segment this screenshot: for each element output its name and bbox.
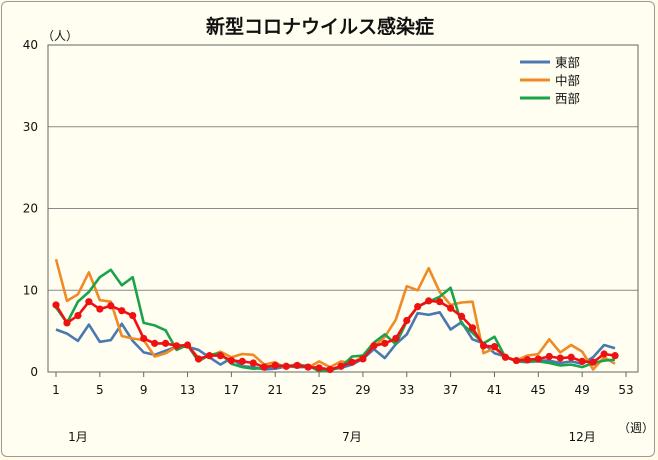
series-lines [54, 258, 616, 373]
y-tick-label: 20 [23, 202, 38, 216]
data-point [63, 319, 71, 327]
x-tick-label: 37 [443, 383, 458, 397]
series-line-1 [54, 258, 616, 371]
data-point [337, 362, 345, 370]
data-point [414, 303, 422, 311]
data-point [392, 334, 400, 343]
x-tick-label: 17 [224, 383, 239, 397]
data-point [534, 355, 542, 363]
data-point [457, 312, 466, 321]
data-point [381, 339, 389, 347]
series-line-3 [54, 299, 616, 371]
x-tick-label: 13 [180, 383, 195, 397]
data-point [370, 342, 378, 350]
data-point [425, 297, 433, 305]
legend-label: 西部 [555, 91, 580, 106]
x-tick-label: 41 [487, 383, 502, 397]
data-point [359, 355, 367, 363]
x-tick-label: 9 [140, 383, 148, 397]
x-tick-labels: 1 5 9 13 17 21 25 29 33 37 41 45 49 53 [52, 383, 633, 397]
data-point [74, 311, 82, 320]
data-point [227, 356, 235, 365]
data-point [447, 304, 455, 312]
data-point [216, 352, 225, 360]
x-tick-label: 53 [618, 383, 633, 397]
data-point [249, 359, 257, 367]
data-point [118, 307, 126, 315]
data-point [315, 364, 323, 372]
data-point [194, 355, 203, 363]
data-point [129, 311, 137, 320]
x-tick-label: 1 [52, 383, 60, 397]
data-point [589, 358, 597, 366]
data-point [238, 357, 246, 365]
data-point [578, 357, 586, 365]
month-label: 1月 [68, 430, 88, 444]
axes [47, 44, 639, 377]
data-point [151, 339, 159, 347]
x-tick-label: 33 [399, 383, 414, 397]
y-tick-label: 10 [23, 283, 38, 297]
data-point [567, 353, 575, 361]
data-point [556, 354, 564, 362]
data-point [326, 365, 334, 374]
y-tick-label: 30 [23, 120, 38, 134]
legend-label: 東部 [555, 55, 580, 70]
data-point [282, 362, 290, 370]
data-point [172, 342, 181, 350]
data-point [52, 301, 60, 309]
data-point [490, 343, 499, 351]
month-label: 7月 [342, 430, 362, 444]
plot-area-border [47, 44, 639, 373]
data-point [271, 361, 279, 370]
x-tick-label: 21 [268, 383, 283, 397]
data-point [611, 352, 619, 360]
data-point [501, 353, 510, 361]
data-point [600, 350, 608, 358]
data-point [479, 342, 488, 350]
data-point [183, 341, 192, 349]
x-tick-label: 45 [531, 383, 546, 397]
data-point [403, 316, 411, 325]
month-label: 12月 [569, 430, 596, 444]
y-tick-label: 40 [23, 38, 38, 52]
data-point [468, 324, 477, 332]
data-point [293, 361, 301, 370]
data-point [107, 302, 115, 310]
chart-title: 新型コロナウイルス感染症 [206, 15, 434, 38]
data-point [304, 363, 312, 371]
x-tick-label: 49 [575, 383, 590, 397]
data-point [348, 358, 356, 366]
data-point [96, 305, 104, 313]
data-point [162, 339, 170, 347]
data-point [512, 356, 520, 365]
y-axis-unit-label: （人） [42, 29, 78, 43]
data-point [545, 352, 553, 361]
data-point [85, 298, 93, 306]
x-tick-label: 5 [96, 383, 104, 397]
month-labels: 1月 7月 12月 [68, 430, 596, 444]
data-point [436, 298, 444, 306]
data-point [205, 352, 214, 360]
data-point [523, 356, 531, 364]
series-markers [52, 297, 619, 374]
x-axis-unit-label: （週） [618, 421, 654, 435]
x-tick-label: 25 [311, 383, 326, 397]
data-point [140, 334, 148, 343]
y-tick-label: 0 [30, 365, 38, 379]
legend-label: 中部 [555, 73, 580, 88]
x-tick-label: 29 [355, 383, 370, 397]
data-point [260, 363, 268, 371]
y-tick-labels: 0 10 20 30 40 [23, 38, 38, 379]
